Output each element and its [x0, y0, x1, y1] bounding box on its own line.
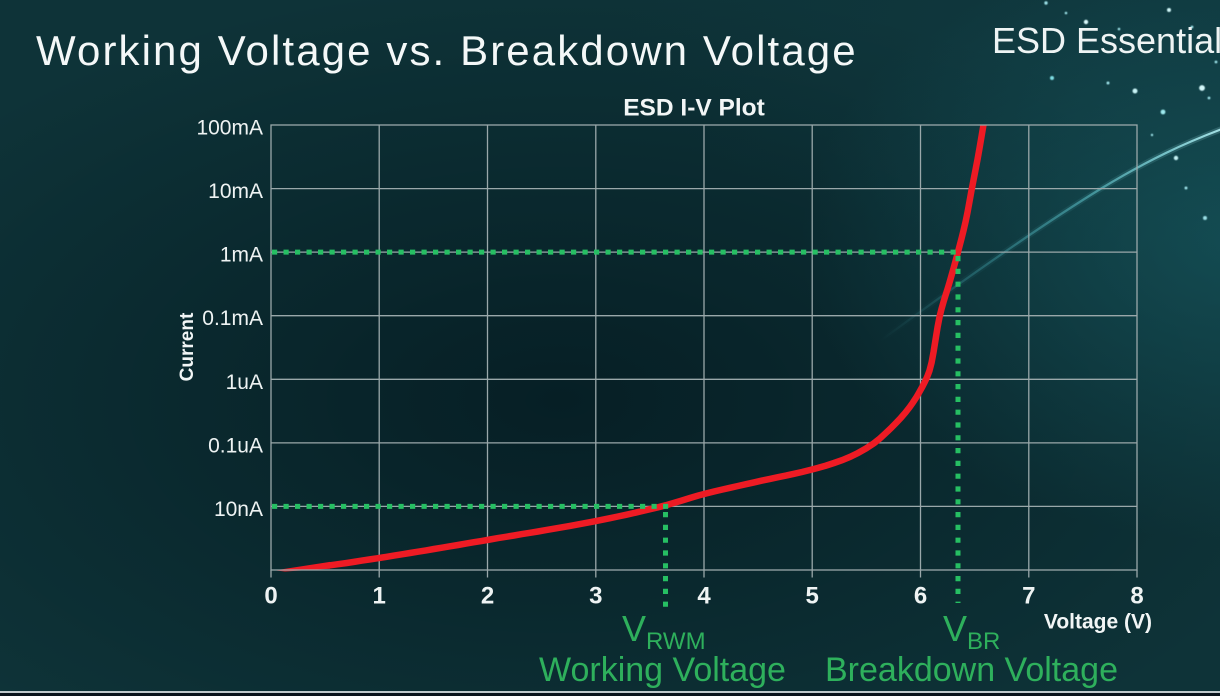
svg-text:0: 0	[264, 583, 277, 610]
svg-text:ESD I-V Plot: ESD I-V Plot	[623, 95, 765, 122]
svg-text:10nA: 10nA	[214, 498, 263, 521]
svg-text:0.1uA: 0.1uA	[208, 434, 263, 457]
svg-text:1mA: 1mA	[220, 244, 263, 267]
svg-text:7: 7	[1022, 583, 1035, 610]
svg-text:1: 1	[373, 583, 386, 610]
svg-text:6: 6	[914, 583, 927, 610]
svg-text:3: 3	[589, 583, 602, 610]
svg-text:100mA: 100mA	[196, 117, 263, 140]
svg-text:Current: Current	[177, 312, 198, 381]
svg-text:0.1mA: 0.1mA	[202, 307, 263, 330]
svg-text:5: 5	[806, 583, 819, 610]
svg-text:Working Voltage vs. Breakdown: Working Voltage vs. Breakdown Voltage	[36, 27, 858, 74]
svg-text:Voltage (V): Voltage (V)	[1044, 611, 1152, 634]
svg-text:1uA: 1uA	[226, 371, 263, 394]
svg-text:4: 4	[697, 583, 711, 610]
svg-text:10mA: 10mA	[208, 180, 263, 203]
svg-text:Breakdown Voltage: Breakdown Voltage	[825, 651, 1118, 689]
svg-text:ESD Essentials: ESD Essentials	[992, 20, 1220, 61]
svg-text:2: 2	[481, 583, 494, 610]
svg-text:Working Voltage: Working Voltage	[539, 651, 786, 689]
svg-text:8: 8	[1130, 583, 1143, 610]
